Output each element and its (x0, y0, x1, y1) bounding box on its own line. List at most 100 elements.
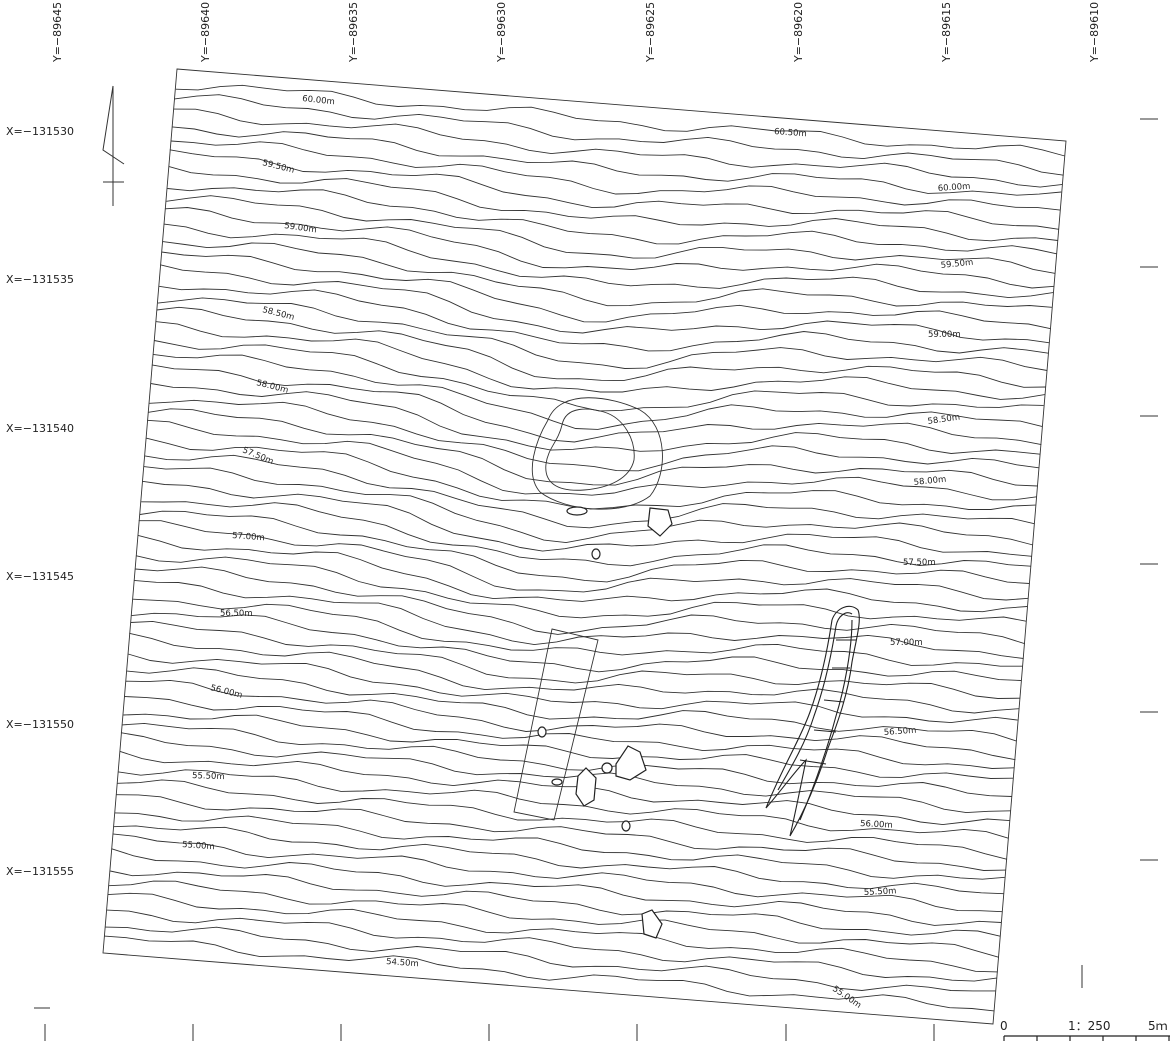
contour-line (166, 195, 1056, 274)
contour-line (136, 555, 1027, 622)
contour-line (154, 340, 1044, 412)
contour-line (170, 140, 1061, 211)
contour-line (173, 108, 1063, 188)
contour-label: 59.00m (284, 221, 318, 235)
contour-line (167, 187, 1057, 255)
scale-zero: 0 (1000, 1019, 1008, 1033)
contour-line (161, 251, 1051, 330)
scale-bar: 0 1：250 5ｍ (1000, 1019, 1170, 1041)
contour-label: 55.50m (192, 771, 225, 782)
depression-outline (545, 408, 635, 491)
contour-line (130, 620, 1021, 699)
contour-line (137, 534, 1028, 613)
y-coordinate-labels: Y=−89645 Y=−89640 Y=−89635 Y=−89630 Y=−8… (51, 2, 1101, 63)
contour-label: 59.00m (928, 330, 961, 340)
contour-label: 54.50m (386, 957, 419, 969)
contour-line (148, 408, 1038, 487)
contour-line (175, 84, 1065, 157)
contour-line (116, 794, 1007, 871)
contour-label: 59.50m (940, 258, 973, 271)
contour-line (160, 264, 1050, 344)
contour-label: 57.00m (890, 638, 923, 648)
contour-label: 55.00m (182, 840, 215, 852)
contour-line (112, 833, 1003, 913)
contour-line (118, 769, 1009, 839)
contour-line (156, 306, 1047, 388)
contour-line (114, 812, 1005, 880)
contour-line (119, 750, 1010, 826)
contour-label: 60.00m (302, 94, 335, 107)
stone (621, 820, 631, 832)
contour-line (123, 713, 1014, 779)
stones (537, 506, 673, 939)
contour-line (111, 848, 1002, 926)
contour-lines (104, 84, 1065, 1012)
contour-line (108, 880, 1000, 958)
elongated-feature (765, 605, 860, 837)
x-label-6: X=−131555 (6, 865, 74, 878)
contour-label: 56.50m (220, 609, 253, 619)
contour-label: 56.00m (860, 819, 893, 831)
contour-line (122, 722, 1012, 797)
contour-line (139, 510, 1030, 584)
contour-line (174, 94, 1064, 176)
contour-line (168, 165, 1058, 242)
contour-line (172, 126, 1062, 196)
contour-label: 57.00m (232, 531, 265, 543)
contour-line (169, 149, 1059, 230)
y-label-4: Y=−89630 (495, 2, 508, 63)
x-label-1: X=−131530 (6, 125, 74, 138)
contour-line (143, 466, 1034, 546)
scale-length: 5ｍ (1148, 1019, 1168, 1033)
y-label-8: Y=−89610 (1088, 2, 1101, 63)
contour-line (142, 480, 1032, 557)
contour-labels: 60.00m 60.50m 59.50m 60.00m 59.00m 59.50… (182, 94, 974, 1011)
x-coordinate-labels: X=−131530 X=−131535 X=−131540 X=−131545 … (6, 125, 74, 878)
y-label-6: Y=−89620 (792, 2, 805, 63)
contour-line (113, 825, 1004, 895)
y-label-5: Y=−89625 (644, 2, 657, 63)
contour-line (129, 632, 1019, 714)
stone (615, 745, 647, 781)
contour-line (106, 909, 997, 982)
contour-label: 58.50m (927, 413, 961, 427)
contour-label: 58.00m (913, 475, 946, 488)
contour-label: 60.50m (774, 127, 807, 139)
y-label-7: Y=−89615 (940, 2, 953, 63)
x-label-4: X=−131545 (6, 570, 74, 583)
contour-line (151, 364, 1042, 446)
contour-line (163, 223, 1054, 299)
stone (647, 507, 673, 537)
x-label-2: X=−131535 (6, 273, 74, 286)
contour-line (105, 926, 996, 992)
stone (601, 762, 613, 774)
contour-label: 55.50m (864, 886, 897, 898)
contour-line (144, 454, 1035, 529)
scale-ratio: 1：250 (1068, 1019, 1111, 1033)
contour-label: 59.50m (261, 158, 295, 176)
contour-line (145, 437, 1036, 510)
contour-line (125, 679, 1016, 761)
contour-line (147, 419, 1037, 501)
stone (591, 548, 601, 560)
contour-line (162, 241, 1052, 308)
contour-line (132, 598, 1023, 667)
y-label-3: Y=−89635 (347, 2, 360, 63)
contour-label: 56.50m (884, 726, 917, 738)
contour-line (126, 667, 1017, 742)
contour-label: 57.50m (903, 558, 936, 568)
contour-line (107, 892, 998, 973)
contour-line (150, 383, 1041, 455)
depression-outline-outer (531, 397, 663, 510)
contour-line (159, 285, 1049, 354)
contour-line (155, 321, 1045, 400)
stone (551, 778, 563, 786)
survey-boundary (102, 68, 1067, 1025)
contour-line (133, 579, 1024, 659)
y-label-2: Y=−89640 (199, 2, 212, 63)
contour-line (141, 501, 1031, 567)
contour-line (120, 732, 1011, 814)
stone (641, 909, 663, 939)
contour-label: 56.00m (209, 683, 243, 701)
contour-line (131, 612, 1022, 681)
